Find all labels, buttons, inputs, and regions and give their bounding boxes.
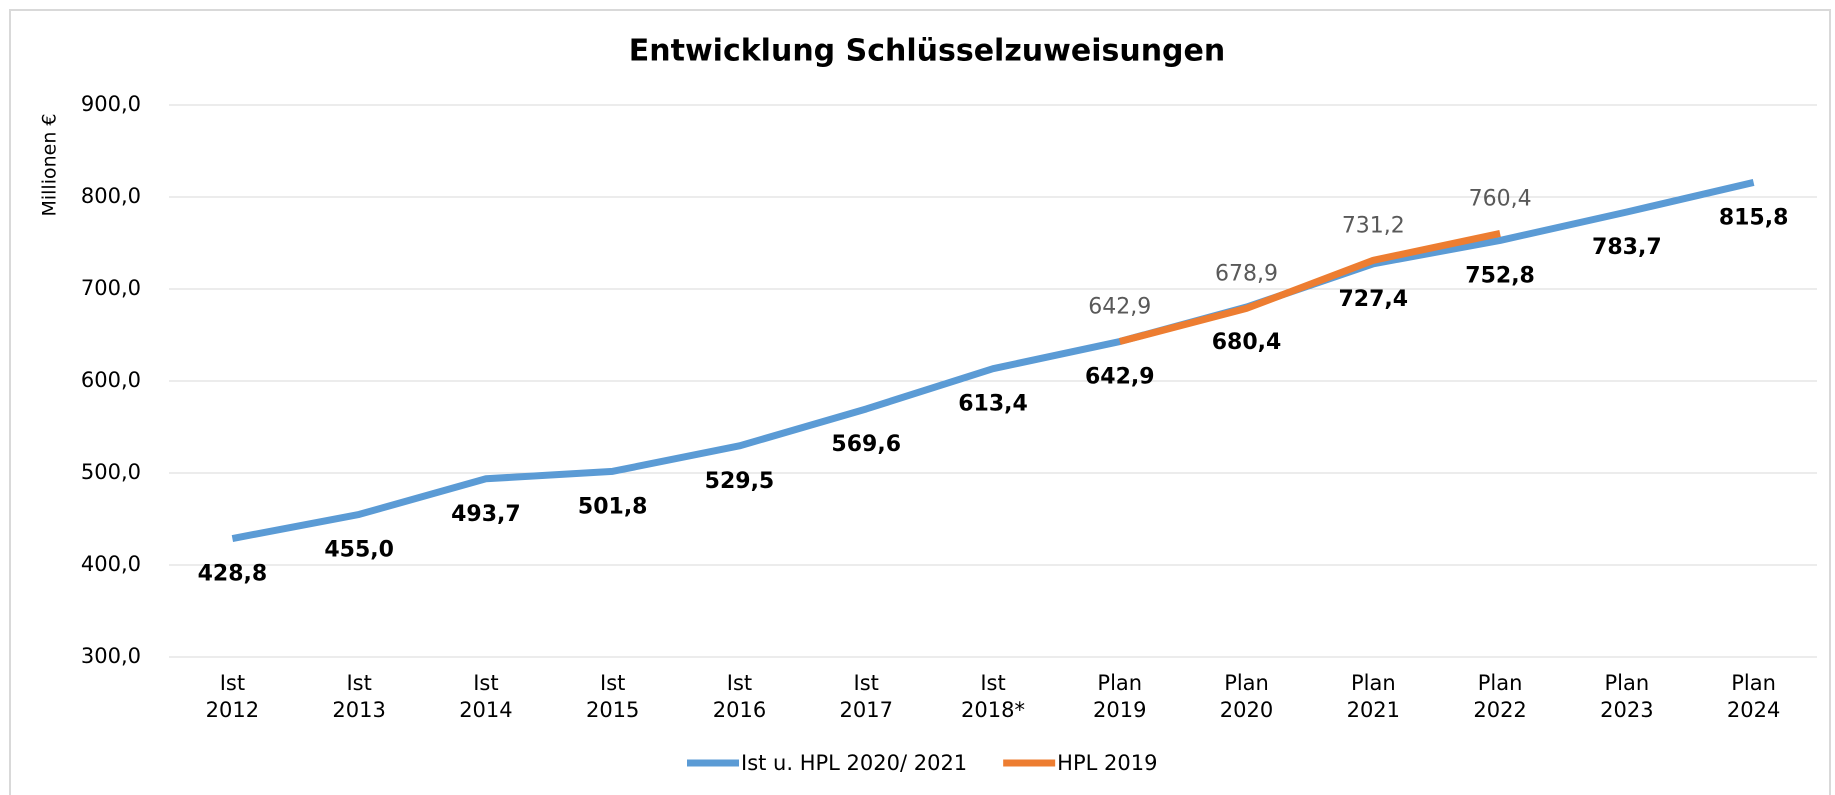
x-tick-line: 2016 [713,698,766,722]
series-line [231,179,1755,542]
data-label: 501,8 [578,494,648,519]
x-tick-label: Plan 2023 [1600,671,1653,722]
data-label: 727,4 [1339,287,1409,312]
x-tick-line: Ist [346,671,371,695]
series-line [1118,230,1501,345]
data-label: 428,8 [198,562,268,587]
y-tick-label: 300,0 [81,644,141,668]
x-tick-line: Plan [1478,671,1523,695]
legend-label: HPL 2019 [1057,751,1157,775]
x-tick-line: Plan [1731,671,1776,695]
x-tick-line: 2023 [1600,698,1653,722]
x-tick-line: 2014 [459,698,512,722]
x-tick-label: Ist 2014 [459,671,512,722]
x-tick-label: Plan 2024 [1727,671,1780,722]
legend-label: Ist u. HPL 2020/ 2021 [741,751,967,775]
data-label: 529,5 [705,469,775,494]
y-tick-label: 900,0 [81,92,141,116]
x-tick-line: Ist [854,671,879,695]
x-tick-line: 2017 [840,698,893,722]
x-tick-label: Ist 2015 [586,671,639,722]
x-tick-line: 2020 [1220,698,1273,722]
x-tick-label: Plan 2019 [1093,671,1146,722]
x-tick-line: 2012 [206,698,259,722]
x-tick-label: Ist 2018* [961,671,1025,722]
x-tick-label: Ist 2013 [332,671,385,722]
data-label: 680,4 [1212,330,1282,355]
x-tick-line: 2024 [1727,698,1780,722]
data-label: 760,4 [1469,186,1532,211]
data-label: 678,9 [1215,261,1278,286]
x-tick-line: 2018* [961,698,1025,722]
x-tick-line: 2013 [332,698,385,722]
data-label: 569,6 [831,432,901,457]
x-tick-line: Plan [1605,671,1650,695]
chart-frame [9,9,1831,795]
data-label: 455,0 [324,537,394,562]
x-tick-label: Ist 2017 [840,671,893,722]
data-label: 783,7 [1592,235,1662,260]
x-tick-label: Ist 2016 [713,671,766,722]
x-tick-line: Plan [1097,671,1142,695]
data-label: 752,8 [1465,263,1535,288]
y-tick-label: 500,0 [81,460,141,484]
data-label: 642,9 [1088,295,1151,320]
x-tick-line: 2022 [1473,698,1526,722]
x-tick-line: 2015 [586,698,639,722]
data-label: 613,4 [958,392,1028,417]
x-tick-line: 2019 [1093,698,1146,722]
x-tick-label: Plan 2022 [1473,671,1526,722]
y-axis-label: Millionen € [39,113,61,216]
y-tick-label: 700,0 [81,276,141,300]
x-tick-label: Plan 2020 [1220,671,1273,722]
x-tick-label: Plan 2021 [1347,671,1400,722]
x-tick-line: Plan [1351,671,1396,695]
x-tick-line: Ist [220,671,245,695]
x-tick-line: Ist [600,671,625,695]
x-tick-line: Ist [473,671,498,695]
x-tick-line: Plan [1224,671,1269,695]
data-label: 731,2 [1342,213,1405,238]
y-tick-label: 400,0 [81,552,141,576]
x-tick-line: Ist [727,671,752,695]
x-tick-line: Ist [980,671,1005,695]
y-tick-label: 800,0 [81,184,141,208]
y-tick-label: 600,0 [81,368,141,392]
chart-title: Entwicklung Schlüsselzuweisungen [629,34,1225,69]
data-label: 815,8 [1719,205,1789,230]
data-label: 642,9 [1085,365,1155,390]
data-label: 493,7 [451,502,521,527]
x-tick-label: Ist 2012 [206,671,259,722]
x-tick-line: 2021 [1347,698,1400,722]
